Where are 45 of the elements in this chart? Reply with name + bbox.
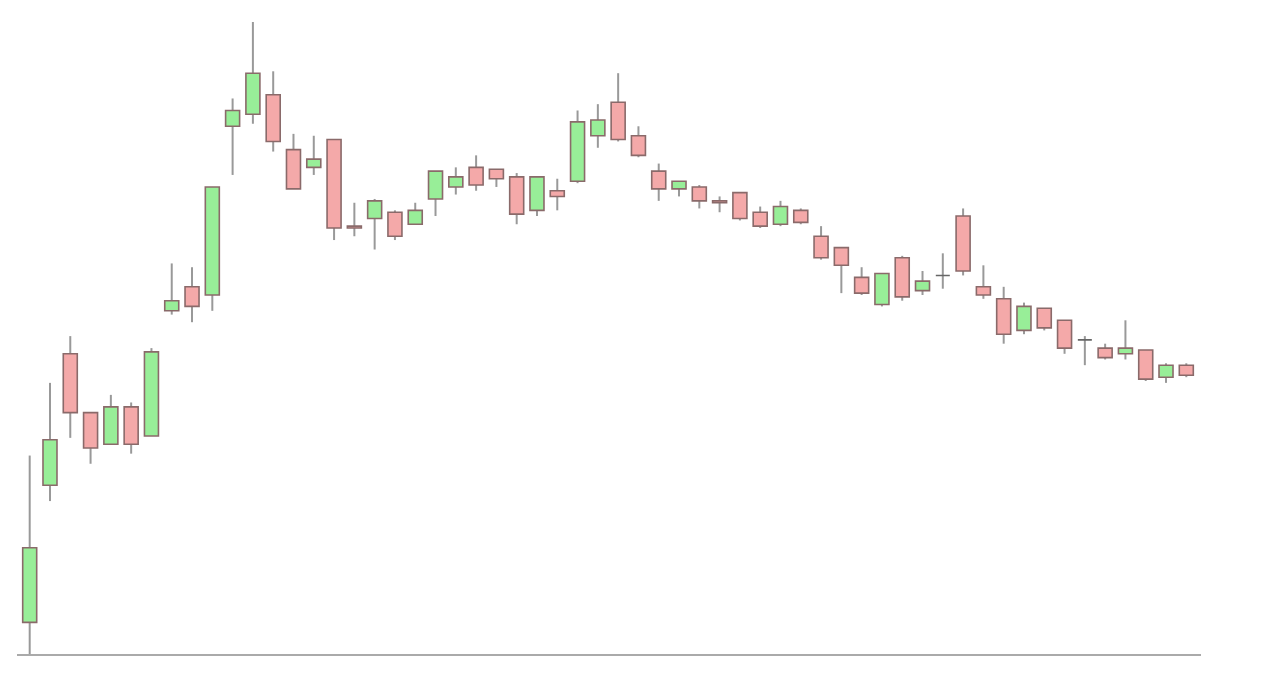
candlestick (630, 125, 647, 159)
candlestick (691, 184, 708, 210)
candlestick (853, 266, 870, 297)
candlestick (732, 191, 748, 222)
candlestick (549, 177, 566, 212)
candlestick (914, 270, 931, 297)
candlestick (975, 264, 992, 300)
candlestick (995, 285, 1012, 345)
candlestick (610, 72, 626, 143)
candlestick (935, 252, 951, 290)
candlestick (529, 175, 545, 218)
candlestick (346, 201, 363, 238)
candlestick (752, 205, 768, 230)
candlestick (468, 154, 484, 192)
candlestick (224, 97, 241, 176)
candlestick (1077, 335, 1093, 367)
candlestick (366, 197, 383, 251)
candlestick (103, 393, 119, 446)
candlestick (894, 254, 911, 302)
candlestick (42, 381, 58, 503)
candlestick (1036, 307, 1053, 332)
candlestick (265, 70, 281, 153)
candlestick (387, 209, 403, 242)
candlestick (1137, 349, 1154, 382)
candlestick (874, 272, 890, 308)
candlestick (1117, 319, 1134, 361)
candlestick (1158, 362, 1174, 384)
candlestick (1056, 319, 1073, 355)
candlestick (813, 225, 829, 261)
candlestick (508, 172, 525, 226)
candlestick (650, 162, 667, 202)
candlestick (285, 132, 302, 190)
candlestick (1016, 301, 1032, 336)
candlestick (163, 262, 180, 316)
candlestick (305, 134, 322, 176)
candlestick (833, 246, 850, 295)
candlestick (427, 170, 444, 218)
candlestick (772, 199, 789, 228)
candlestick (184, 266, 200, 324)
candlestick (407, 201, 424, 226)
candlestick (448, 166, 464, 196)
candlestick (82, 411, 99, 465)
candlestick (245, 21, 261, 125)
candlestick (123, 401, 139, 455)
candlestick (590, 103, 606, 149)
